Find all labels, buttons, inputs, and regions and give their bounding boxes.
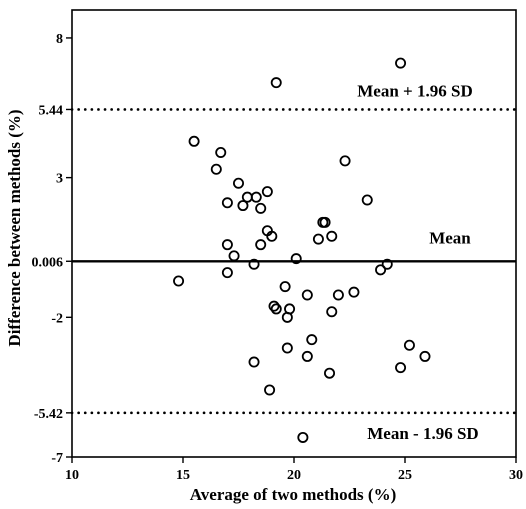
data-point xyxy=(248,258,260,270)
data-point xyxy=(361,194,373,206)
x-tick-label: 20 xyxy=(287,468,301,483)
data-point xyxy=(419,350,431,362)
reference-line-label: Mean xyxy=(429,228,471,247)
data-point xyxy=(281,342,293,354)
data-point xyxy=(173,275,185,287)
data-point xyxy=(210,163,222,175)
y-tick-label: 8 xyxy=(56,32,63,47)
axis-ticks: 10 15 20 25 30 8 5.44 3 0.006 -2 -5.42 -7 xyxy=(32,32,524,483)
data-point xyxy=(241,191,253,203)
data-point xyxy=(270,303,282,315)
data-point xyxy=(221,267,233,279)
data-point xyxy=(312,233,324,245)
data-point xyxy=(381,258,393,270)
y-tick-label: 3 xyxy=(56,172,63,187)
x-axis-title: Average of two methods (%) xyxy=(190,485,396,504)
data-point xyxy=(301,289,313,301)
data-point xyxy=(232,177,244,189)
x-tick-label: 15 xyxy=(176,468,190,483)
data-point xyxy=(297,431,309,443)
data-point xyxy=(348,286,360,298)
reference-lines: Mean + 1.96 SD Mean Mean - 1.96 SD xyxy=(70,81,518,443)
reference-line-label: Mean - 1.96 SD xyxy=(367,424,478,443)
data-point xyxy=(237,200,249,212)
y-tick-label: -7 xyxy=(51,451,63,466)
y-tick-label: -2 xyxy=(51,311,63,326)
data-point xyxy=(270,77,282,89)
x-tick-label: 25 xyxy=(398,468,412,483)
reference-line-label: Mean + 1.96 SD xyxy=(357,81,472,100)
data-point xyxy=(221,197,233,209)
data-point xyxy=(248,356,260,368)
data-points xyxy=(173,57,431,443)
y-tick-label: 0.006 xyxy=(32,255,64,270)
y-tick-label: 5.44 xyxy=(39,103,64,118)
data-point xyxy=(301,350,313,362)
data-point xyxy=(279,281,291,293)
data-point xyxy=(375,264,387,276)
data-point xyxy=(332,289,344,301)
data-point xyxy=(290,253,302,265)
data-point xyxy=(261,186,273,198)
data-point xyxy=(319,216,331,228)
data-point xyxy=(326,306,338,318)
data-point xyxy=(188,135,200,147)
data-point xyxy=(339,155,351,167)
data-point xyxy=(395,362,407,374)
data-point xyxy=(255,202,267,214)
data-point xyxy=(255,239,267,251)
data-point xyxy=(281,311,293,323)
y-axis-title: Difference between methods (%) xyxy=(5,109,24,346)
data-point xyxy=(403,339,415,351)
data-point xyxy=(250,191,262,203)
data-point xyxy=(326,230,338,242)
data-point xyxy=(268,300,280,312)
x-tick-label: 30 xyxy=(509,468,523,483)
y-tick-label: -5.42 xyxy=(34,407,63,422)
data-point xyxy=(266,230,278,242)
data-point xyxy=(221,239,233,251)
data-point xyxy=(228,250,240,262)
data-point xyxy=(264,384,276,396)
data-point xyxy=(395,57,407,69)
data-point xyxy=(306,334,318,346)
x-tick-label: 10 xyxy=(65,468,79,483)
data-point xyxy=(324,367,336,379)
data-point xyxy=(215,146,227,158)
